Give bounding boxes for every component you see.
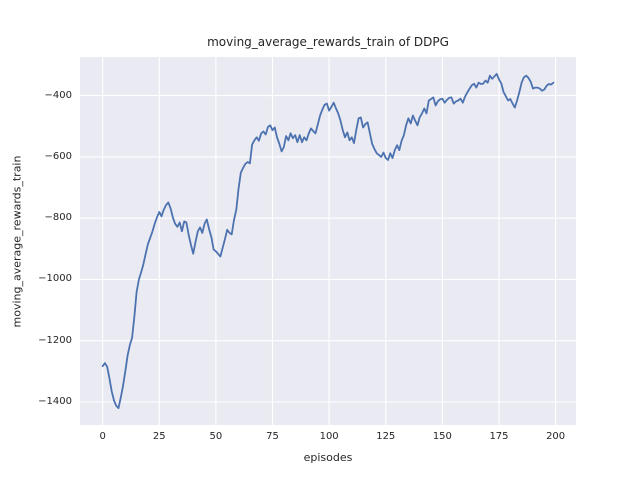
x-tick-label: 100 [319,431,339,442]
plot-area [80,57,576,425]
y-tick-label: −600 [44,150,72,162]
x-axis-label: episodes [303,451,353,464]
chart-title: moving_average_rewards_train of DDPG [207,35,449,49]
y-tick-label: −1400 [38,396,72,408]
x-tick-label: 175 [489,431,509,442]
y-axis-label: moving_average_rewards_train [10,155,24,327]
x-tick-label: 0 [99,431,106,442]
x-tick-label: 75 [266,431,279,442]
y-tick-label: −400 [44,89,72,101]
y-tick-label: −800 [44,212,72,224]
x-tick-label: 200 [546,431,566,442]
x-tick-label: 125 [376,431,396,442]
x-tick-label: 25 [152,431,166,442]
x-tick-label: 50 [209,431,223,442]
x-tick-label: 150 [432,431,452,442]
y-tick-label: −1200 [38,334,72,346]
y-axis-label-box: moving_average_rewards_train [0,57,34,425]
series-line [101,72,555,410]
plot-svg [80,57,576,425]
y-tick-label: −1000 [38,273,72,285]
